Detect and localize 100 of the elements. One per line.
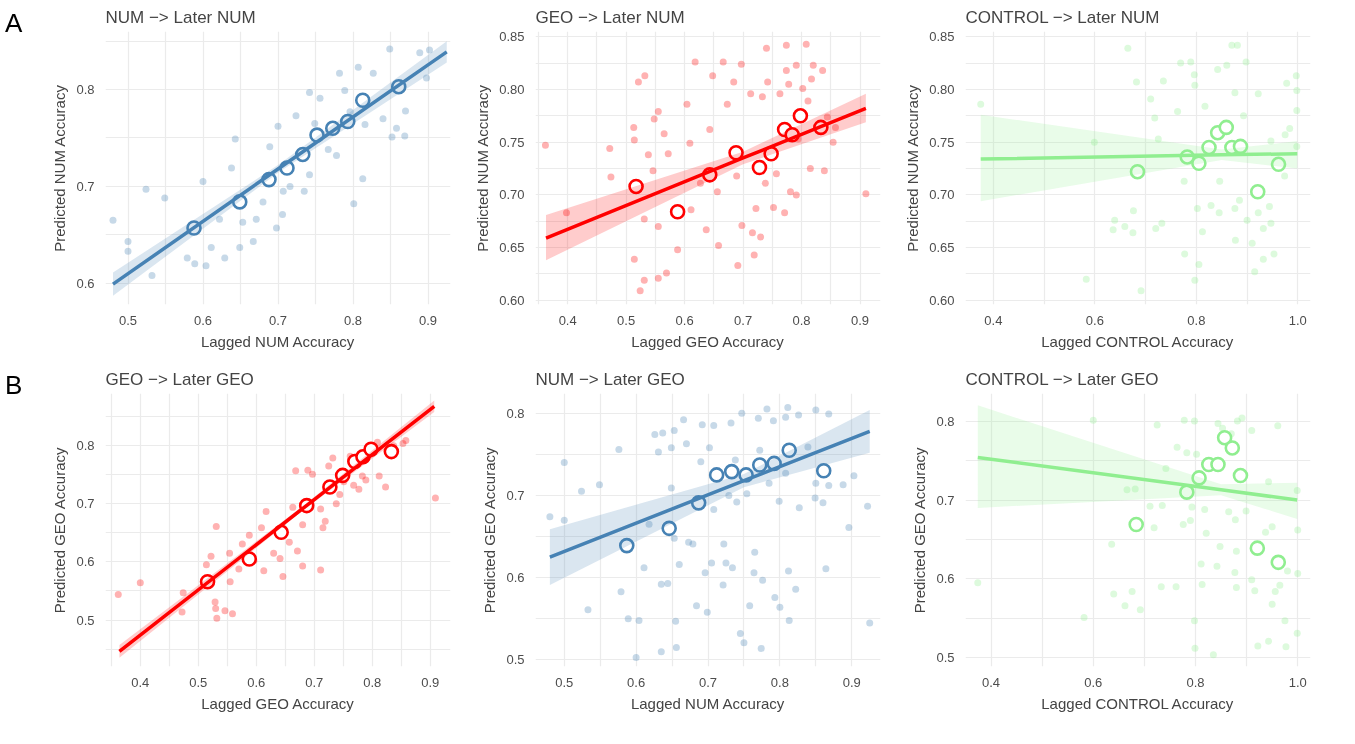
point: [1216, 429, 1233, 446]
point: [183, 254, 191, 262]
point: [273, 224, 280, 232]
point: [207, 243, 215, 251]
point: [1249, 540, 1266, 556]
y-tick-label: 0.7: [936, 492, 955, 508]
point: [1210, 456, 1226, 473]
point: [202, 262, 210, 270]
y-tick-label: 0.5: [936, 650, 955, 666]
point: [362, 476, 370, 484]
y-tick-label: 0.6: [936, 571, 955, 587]
point: [350, 481, 358, 489]
text: A: [5, 7, 23, 40]
point: [618, 537, 635, 554]
x-tick-label: 0.4: [984, 312, 1003, 328]
y-axis-title: Predicted GEO Accuracy: [481, 446, 499, 614]
point: [276, 554, 284, 562]
point: [317, 566, 325, 574]
y-tick-label: 0.8: [76, 438, 95, 454]
point: [213, 614, 221, 622]
point: [751, 159, 768, 176]
point: [306, 89, 313, 96]
point: [1218, 119, 1235, 136]
point: [316, 94, 324, 102]
y-tick-label: 0.70: [499, 187, 525, 203]
point: [1249, 183, 1266, 200]
point: [369, 69, 377, 77]
point: [1191, 155, 1207, 172]
point: [781, 442, 798, 459]
text: B: [5, 369, 23, 402]
y-tick-label: 0.80: [499, 81, 525, 97]
point: [292, 467, 300, 475]
point: [207, 552, 215, 560]
x-tick-label: 0.8: [1186, 674, 1205, 690]
point: [1224, 440, 1241, 456]
x-tick-label: 0.9: [418, 312, 438, 328]
chart-title: GEO −> Later NUM: [535, 7, 685, 27]
point: [212, 604, 220, 612]
x-tick-label: 0.9: [842, 674, 861, 690]
point: [257, 524, 265, 532]
chart-title: CONTROL −> Later GEO: [965, 369, 1159, 389]
y-tick-label: 0.7: [76, 178, 95, 194]
point: [235, 565, 243, 573]
point: [228, 610, 236, 618]
point: [286, 182, 294, 190]
x-tick-label: 0.8: [343, 312, 363, 328]
point: [386, 45, 394, 53]
x-tick-label: 0.6: [193, 312, 213, 328]
x-axis-title: Lagged GEO Accuracy: [631, 332, 785, 350]
point: [109, 216, 117, 224]
point: [723, 463, 740, 480]
point: [379, 115, 387, 123]
point: [226, 549, 234, 557]
point: [1128, 516, 1145, 533]
y-tick-label: 0.7: [76, 496, 95, 512]
x-tick-label: 0.4: [982, 674, 1001, 690]
point: [274, 122, 282, 130]
point: [279, 572, 287, 580]
point: [212, 523, 220, 531]
point: [431, 494, 439, 502]
y-tick-label: 0.75: [499, 134, 525, 150]
x-tick-label: 0.6: [247, 674, 266, 690]
x-tick-label: 0.8: [770, 674, 789, 690]
y-tick-label: 0.75: [929, 134, 955, 150]
point: [708, 467, 725, 483]
point: [114, 590, 122, 598]
point: [354, 63, 362, 71]
point: [179, 589, 187, 597]
x-tick-label: 0.7: [734, 312, 753, 328]
point: [299, 562, 307, 570]
point: [792, 108, 809, 124]
point: [211, 598, 219, 606]
point: [751, 457, 768, 473]
y-tick-label: 0.65: [499, 240, 525, 256]
point: [728, 144, 744, 161]
point: [321, 517, 329, 525]
point: [361, 120, 369, 128]
point: [1270, 156, 1287, 173]
point: [236, 243, 244, 251]
y-tick-label: 0.8: [506, 405, 525, 421]
point: [383, 443, 400, 460]
point: [289, 503, 297, 511]
point: [259, 198, 267, 206]
point: [279, 187, 287, 195]
x-tick-label: 1.0: [1288, 674, 1307, 690]
point: [262, 507, 270, 515]
y-tick-label: 0.8: [76, 82, 95, 98]
point: [239, 218, 247, 226]
chart-title: GEO −> Later GEO: [105, 369, 254, 389]
point: [228, 164, 235, 172]
x-axis-title: Lagged CONTROL Accuracy: [1041, 332, 1234, 350]
y-tick-label: 0.7: [506, 487, 525, 503]
point: [332, 500, 340, 508]
point: [1129, 163, 1146, 180]
x-tick-label: 0.4: [558, 312, 577, 328]
point: [628, 178, 644, 195]
y-tick-label: 0.70: [929, 187, 955, 203]
point: [279, 210, 286, 218]
point: [309, 470, 316, 478]
point: [815, 463, 832, 479]
